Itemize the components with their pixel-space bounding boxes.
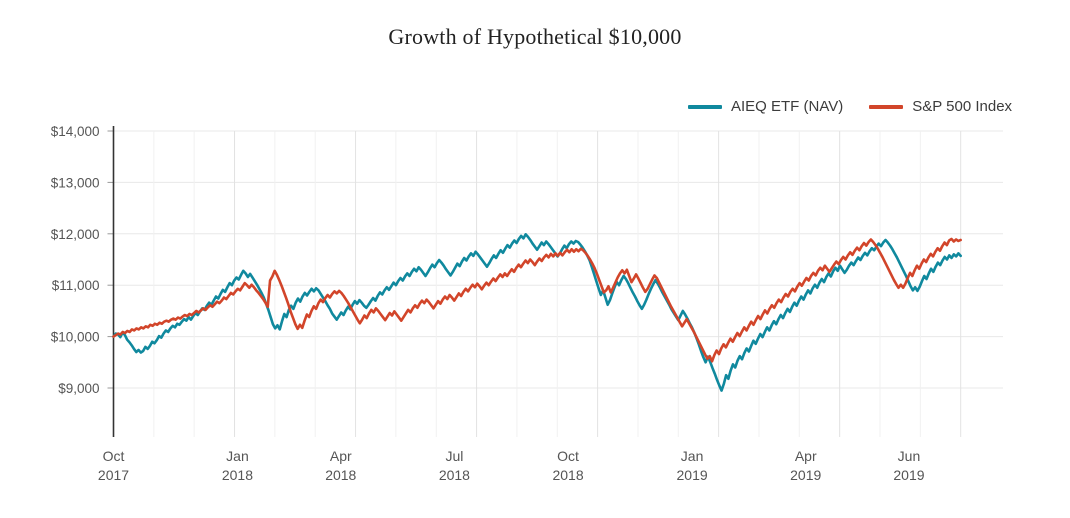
y-tick-label: $11,000 [52,278,100,293]
chart-legend: AIEQ ETF (NAV) S&P 500 Index [688,98,1012,115]
x-tick-label-year: 2018 [552,467,583,483]
legend-label-aieq: AIEQ ETF (NAV) [731,98,844,115]
x-axis-ticks: Oct 2017 Jan 2018 Apr 2018 Jul 2018 Oct 2018 Jan 20… [98,448,925,483]
legend-swatch-aieq [688,104,722,109]
x-tick-label-month: Jun [898,448,921,464]
y-tick-label: $14,000 [51,124,100,139]
grid-lines [107,130,1003,437]
x-tick-label-month: Apr [330,448,352,464]
x-tick-label-month: Apr [795,448,817,464]
series-line-aieq [112,233,962,392]
x-tick-label-month: Jan [226,448,249,464]
y-tick-label: $9,000 [58,381,99,396]
y-tick-label: $10,000 [51,330,100,345]
x-tick-label-month: Oct [103,448,125,464]
y-tick-label: $12,000 [51,227,100,242]
legend-item-aieq[interactable]: AIEQ ETF (NAV) [688,98,843,115]
x-tick-label-year: 2018 [325,467,356,483]
legend-item-sp500[interactable]: S&P 500 Index [869,98,1012,115]
x-tick-label-year: 2018 [439,467,470,483]
legend-label-sp500: S&P 500 Index [912,98,1013,115]
y-axis-ticks: $9,000 $10,000 $11,000 $12,000 $13,000 $14,00… [51,124,100,396]
x-tick-label-year: 2017 [98,467,129,483]
x-tick-label-year: 2018 [222,467,253,483]
page-title: Growth of Hypothetical $10,000 [388,24,682,49]
x-tick-label-year: 2019 [677,467,708,483]
x-tick-label-month: Oct [557,448,579,464]
legend-swatch-sp500 [869,104,904,109]
x-tick-label-month: Jul [445,448,463,464]
y-tick-label: $13,000 [51,175,100,190]
x-tick-label-year: 2019 [790,467,821,483]
x-tick-label-month: Jan [681,448,704,464]
series-lines [112,233,962,392]
series-line-sp500 [112,237,962,363]
x-tick-label-year: 2019 [893,467,924,483]
